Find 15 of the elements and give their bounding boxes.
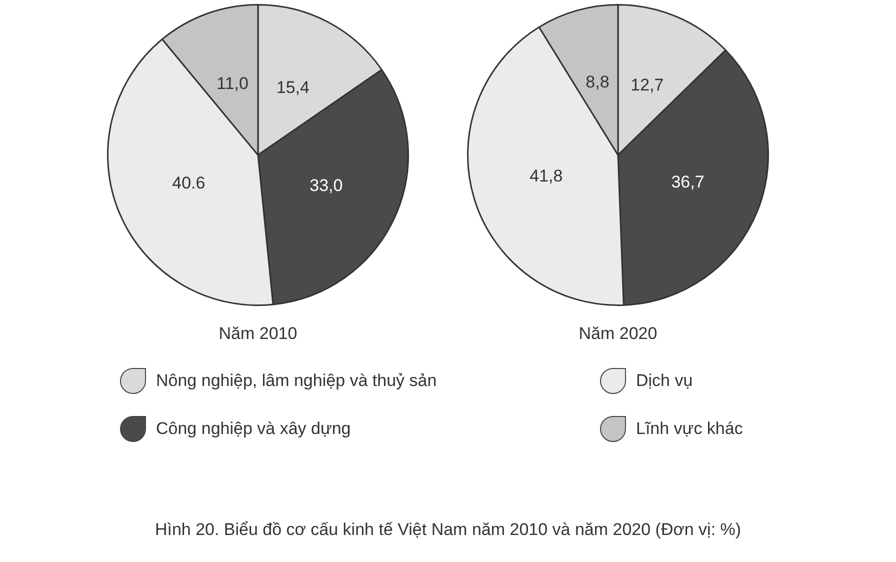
- legend-label: Nông nghiệp, lâm nghiệp và thuỷ sản: [156, 371, 437, 391]
- data-label: 40.6: [172, 174, 206, 193]
- text: Năm 2010: [218, 324, 298, 344]
- legend-label: Dịch vụ: [636, 371, 693, 391]
- data-label: 12,7: [630, 75, 664, 94]
- data-label: 15,4: [276, 78, 310, 98]
- data-label: 33,0: [310, 176, 343, 196]
- legend-label: Lĩnh vực khác: [636, 419, 743, 439]
- data-label: 8,8: [586, 72, 610, 92]
- legend-label: Công nghiệp và xây dựng: [156, 419, 351, 439]
- text: Hình 20. Biểu đồ cơ cấu kinh tế Việt Nam năm 2010 và năm 2020 (Đơn vị: %): [154, 520, 742, 540]
- data-label: 11,0: [216, 74, 248, 94]
- text: Năm 2020: [578, 324, 658, 344]
- data-label: 41,8: [530, 166, 563, 186]
- data-label: 36,7: [671, 172, 704, 192]
